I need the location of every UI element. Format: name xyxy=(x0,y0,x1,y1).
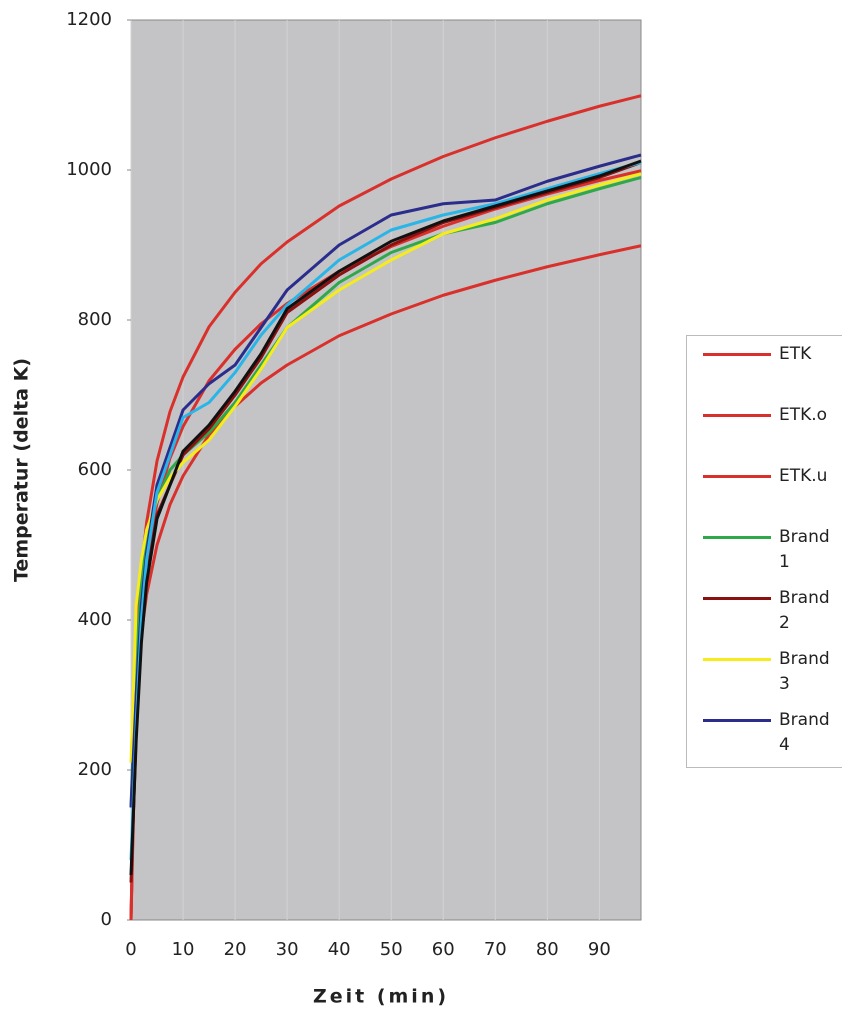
x-axis-title: Zeit (min) xyxy=(313,986,449,1008)
x-tick-label: 70 xyxy=(484,939,507,960)
series-line xyxy=(129,159,642,876)
x-tick-label: 40 xyxy=(328,939,351,960)
legend-swatch xyxy=(703,536,771,539)
legend-label: ETK xyxy=(779,344,812,364)
legend-entry: Brand 4 xyxy=(703,708,834,758)
x-tick-label: 10 xyxy=(172,939,195,960)
legend-entry: ETK.u xyxy=(703,464,834,489)
legend-entry: Brand 3 xyxy=(703,647,834,697)
series-line xyxy=(129,172,642,763)
x-tick-label: 0 xyxy=(125,939,136,960)
y-tick-label: 400 xyxy=(78,609,112,630)
y-tick-label: 200 xyxy=(78,759,112,780)
x-tick-label: 20 xyxy=(224,939,247,960)
y-tick-label: 0 xyxy=(101,909,112,930)
y-tick-label: 600 xyxy=(78,459,112,480)
legend-entry: ETK.o xyxy=(703,403,834,428)
legend-swatch xyxy=(703,414,771,417)
y-tick-label: 800 xyxy=(78,309,112,330)
legend-entry: Brand 2 xyxy=(703,586,834,636)
legend-label: Brand 4 xyxy=(779,710,830,755)
legend-label: Brand 2 xyxy=(779,588,830,633)
legend-entry: Brand 1 xyxy=(703,525,834,575)
x-tick-label: 30 xyxy=(276,939,299,960)
legend-label: Brand 3 xyxy=(779,649,830,694)
legend-swatch xyxy=(703,658,771,661)
y-axis-title: Temperatur (delta K) xyxy=(11,358,33,582)
x-tick-label: 90 xyxy=(588,939,611,960)
series-line xyxy=(129,176,642,808)
series-line xyxy=(129,161,642,861)
legend-swatch xyxy=(703,353,771,356)
y-tick-label: 1200 xyxy=(66,9,112,30)
legend-entry: ETK xyxy=(703,342,834,367)
legend-swatch xyxy=(703,597,771,600)
y-tick-label: 1000 xyxy=(66,159,112,180)
legend-label: ETK.o xyxy=(779,405,828,425)
legend-label: ETK.u xyxy=(779,466,828,486)
legend: ETK ETK.o ETK.u Brand 1 Brand 2 Brand 3 Brand … xyxy=(686,335,842,768)
x-tick-label: 80 xyxy=(536,939,559,960)
x-tick-label: 50 xyxy=(380,939,403,960)
x-tick-label: 60 xyxy=(432,939,455,960)
legend-swatch xyxy=(703,475,771,478)
legend-swatch xyxy=(703,719,771,722)
legend-label: Brand 1 xyxy=(779,527,830,572)
plot-area xyxy=(130,19,642,921)
